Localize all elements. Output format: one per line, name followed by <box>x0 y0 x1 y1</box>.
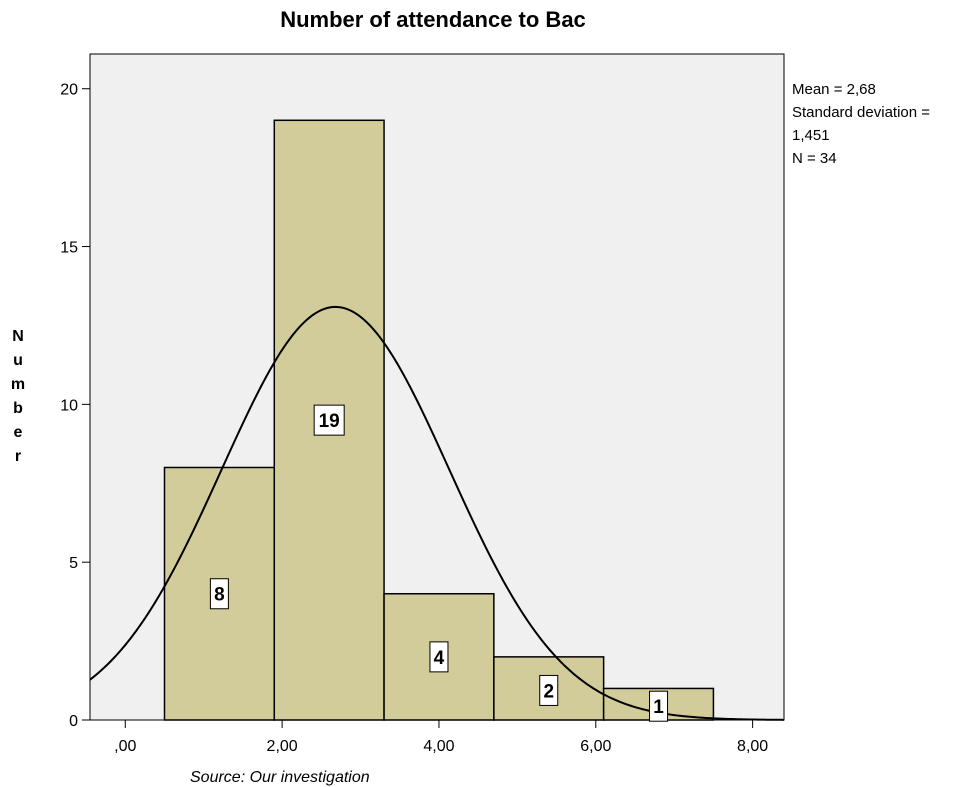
stats-box: Mean = 2,68 Standard deviation = 1,451 N = … <box>792 81 930 167</box>
y-tick-label: 15 <box>60 240 78 257</box>
x-tick-label: ,00 <box>114 738 136 755</box>
stats-line: Standard deviation = <box>792 104 930 121</box>
y-tick-label: 10 <box>60 397 78 414</box>
y-tick-label: 20 <box>60 82 78 99</box>
bar-labels-group: 8 19 4 2 1 <box>209 404 669 722</box>
bar-data-label: 2 <box>543 681 554 702</box>
bar-data-label-box <box>313 404 345 436</box>
source-note: Source: Our investigation <box>190 769 370 786</box>
stats-line: Mean = 2,68 <box>792 81 876 98</box>
y-axis: 0 5 10 15 20 <box>60 82 90 730</box>
y-axis-label-letter: e <box>14 424 23 441</box>
x-axis: ,00 2,00 4,00 6,00 8,00 <box>114 720 768 755</box>
x-tick-label: 8,00 <box>737 738 768 755</box>
bar-data-label: 8 <box>214 585 225 606</box>
y-axis-label: Number <box>11 328 25 465</box>
y-axis-label-letter: r <box>15 448 21 465</box>
y-axis-label-letter: b <box>13 400 23 417</box>
bar-data-label-box <box>209 578 229 610</box>
x-tick-label: 4,00 <box>423 738 454 755</box>
bar-data-label: 19 <box>319 411 340 432</box>
y-tick-label: 0 <box>69 713 78 730</box>
bar-data-label-box <box>539 674 559 706</box>
stats-line: 1,451 <box>792 127 830 144</box>
bar-data-label-box <box>429 641 449 673</box>
y-axis-label-letter: m <box>11 376 25 393</box>
bar-data-label-box <box>649 690 669 722</box>
y-tick-label: 5 <box>69 555 78 572</box>
x-tick-label: 2,00 <box>267 738 298 755</box>
normal-curve <box>89 305 785 721</box>
chart-title: Number of attendance to Bac <box>280 7 586 32</box>
y-axis-label-letter: u <box>13 352 23 369</box>
bar-data-label: 1 <box>653 697 664 718</box>
x-tick-label: 6,00 <box>580 738 611 755</box>
bar-data-label: 4 <box>434 648 445 669</box>
y-axis-label-letter: N <box>12 328 24 345</box>
stats-line: N = 34 <box>792 150 837 167</box>
